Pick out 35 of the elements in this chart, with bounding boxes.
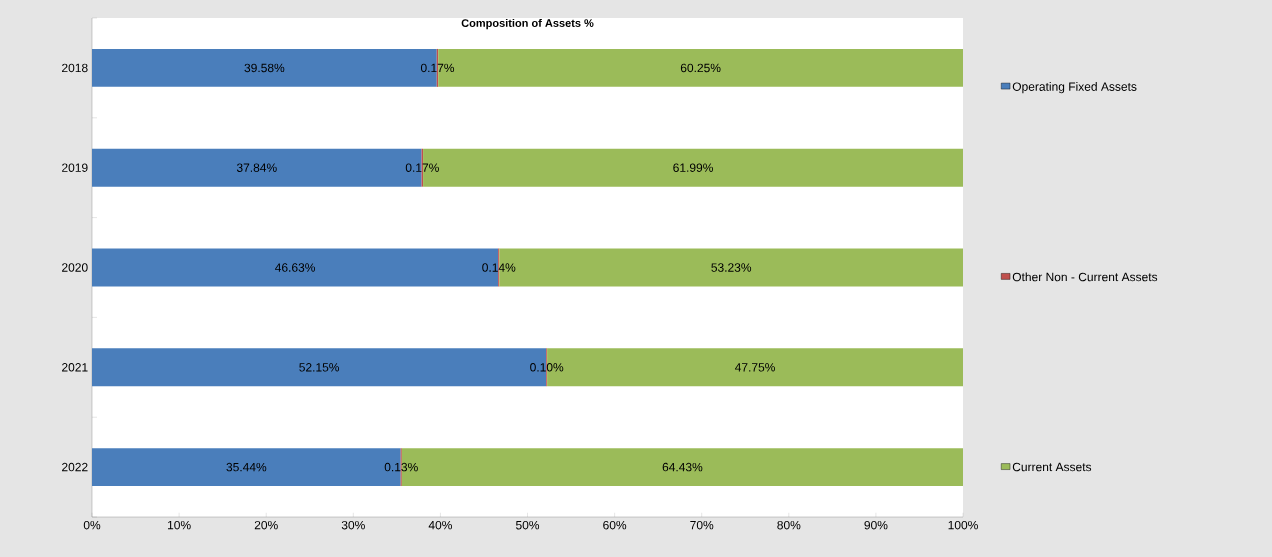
- data-label: 60.25%: [680, 63, 721, 73]
- data-label: 0.17%: [405, 163, 439, 172]
- data-label: 53.23%: [711, 263, 752, 272]
- x-tick-label: 100%: [948, 520, 978, 530]
- data-label: 0.10%: [530, 363, 564, 372]
- x-tick-label: 90%: [864, 520, 888, 530]
- chart-title: Composition of Assets %: [461, 18, 594, 30]
- y-tick-label: 2021: [62, 363, 88, 372]
- x-tick-label: 0%: [83, 520, 101, 530]
- data-label: 52.15%: [299, 363, 340, 372]
- x-tick-label: 40%: [428, 520, 452, 530]
- x-tick-label: 50%: [515, 520, 540, 530]
- legend-label: Other Non - Current Assets: [1012, 272, 1158, 282]
- x-tick-label: 60%: [603, 520, 627, 530]
- x-tick-label: 30%: [341, 520, 365, 530]
- data-label: 46.63%: [275, 263, 315, 272]
- data-label: 47.75%: [734, 363, 775, 372]
- y-tick-label: 2019: [62, 163, 88, 172]
- legend-label: Operating Fixed Assets: [1012, 82, 1137, 94]
- data-label: 35.44%: [226, 462, 267, 472]
- y-tick-label: 2020: [62, 263, 88, 272]
- y-tick-label: 2018: [62, 63, 88, 73]
- data-label: 39.58%: [244, 63, 285, 73]
- data-label: 64.43%: [662, 462, 703, 472]
- x-tick-label: 10%: [168, 520, 191, 530]
- data-label: 0.13%: [384, 462, 418, 472]
- y-tick-label: 2022: [62, 462, 88, 472]
- data-label: 37.84%: [236, 163, 277, 172]
- x-tick-label: 20%: [254, 520, 278, 530]
- x-tick-label: 80%: [777, 520, 801, 530]
- x-tick-label: 70%: [690, 520, 714, 530]
- legend-label: Current Assets: [1012, 462, 1092, 472]
- data-label: 0.17%: [420, 63, 455, 73]
- data-label: 0.14%: [482, 263, 516, 272]
- data-label: 61.99%: [673, 163, 713, 172]
